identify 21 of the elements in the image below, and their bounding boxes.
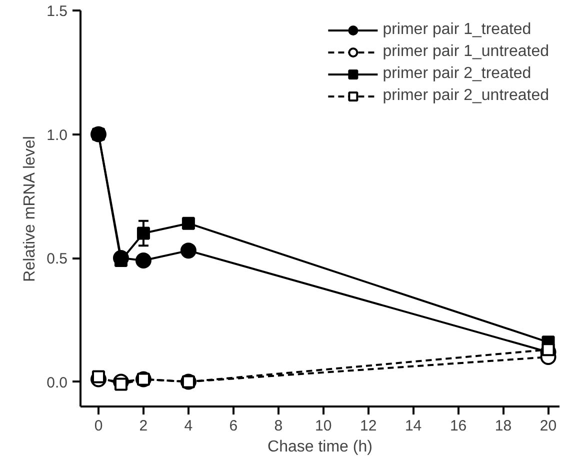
x-tick-label: 20 [540,418,557,434]
x-tick-label: 18 [494,418,512,434]
x-tick-label: 14 [404,418,422,434]
x-axis-title: Chase time (h) [268,438,372,456]
legend-label: primer pair 2_treated [382,65,532,83]
x-tick-label: 12 [360,418,377,434]
y-tick-label: 1.5 [46,3,68,20]
x-tick-label: 0 [94,418,103,434]
x-tick-label: 4 [184,418,193,434]
x-tick-label: 8 [274,418,283,434]
y-tick-label: 0.0 [46,374,68,392]
x-tick-label: 10 [315,418,332,434]
x-tick-label: 2 [139,418,148,434]
legend-label: primer pair 1_treated [382,21,532,39]
x-tick-label: 6 [229,418,238,434]
x-tick-label: 16 [450,418,467,434]
y-axis-title: Relative mRNA level [22,136,39,282]
legend-label: primer pair 2_untreated [382,87,549,105]
y-tick-label: 0.5 [46,250,68,268]
legend-label: primer pair 1_untreated [382,43,549,61]
y-tick-label: 1.0 [46,126,68,144]
